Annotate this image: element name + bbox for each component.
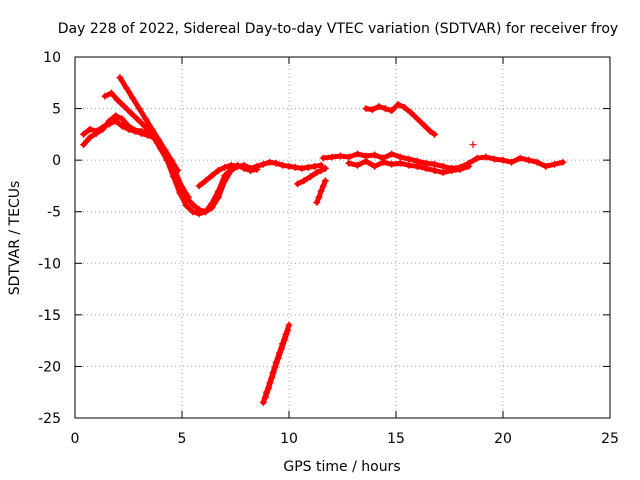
y-tick-label: -20 [38, 359, 61, 375]
series-track-5 [362, 100, 477, 149]
series-track-6 [259, 321, 293, 407]
x-axis-label: GPS time / hours [283, 459, 400, 475]
data-point-marker [469, 141, 477, 149]
points-layer [80, 74, 567, 407]
y-tick-label: -10 [38, 256, 61, 272]
y-tick-label: -5 [47, 205, 61, 221]
data-point-band [179, 184, 191, 200]
data-point-band [168, 157, 181, 173]
grid-layer [75, 57, 610, 418]
x-tick-label: 0 [71, 431, 80, 447]
x-tick-label: 15 [387, 431, 405, 447]
data-point-marker [321, 177, 329, 185]
data-point-marker [431, 130, 439, 138]
data-point-marker [465, 162, 473, 170]
x-tick-label: 10 [280, 431, 298, 447]
series-track-2 [101, 74, 192, 201]
plot-frame [74, 56, 611, 419]
y-tick-label: -25 [38, 411, 61, 427]
data-point-marker [285, 321, 293, 329]
data-point-marker [234, 162, 242, 170]
data-point-marker [253, 165, 261, 173]
y-tick-label: -15 [38, 308, 61, 324]
data-point-marker [174, 166, 182, 174]
series-track-3 [195, 161, 329, 206]
data-point-marker [284, 326, 292, 334]
data-point-marker [321, 164, 329, 172]
data-point-band [170, 174, 183, 196]
chart-title: Day 228 of 2022, Sidereal Day-to-day VTE… [58, 21, 618, 37]
data-point-band [215, 173, 228, 194]
tick-layer: 0 5 10 15 20 25 -25 -20 -15 -10 -5 0 5 10 [38, 50, 619, 447]
series-track-4 [319, 150, 567, 177]
y-tick-label: 10 [43, 50, 61, 66]
x-tick-label: 25 [601, 431, 619, 447]
series-track-1 [80, 112, 325, 218]
y-tick-label: 5 [52, 102, 61, 118]
data-point-marker [559, 158, 567, 166]
y-tick-label: 0 [52, 153, 61, 169]
y-axis-label: SDTVAR / TECUs [7, 181, 23, 296]
data-point-marker [184, 193, 192, 201]
x-tick-label: 20 [494, 431, 512, 447]
x-tick-label: 5 [178, 431, 187, 447]
data-point-band [173, 170, 185, 190]
